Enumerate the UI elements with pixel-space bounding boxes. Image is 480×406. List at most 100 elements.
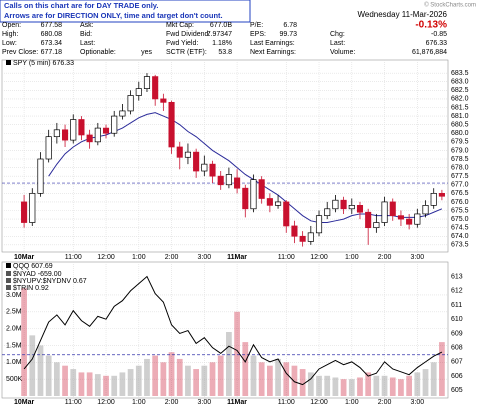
y-tick-label: 681.5 (451, 104, 469, 111)
quote-label: Volume: (330, 49, 355, 56)
candle-body (45, 136, 52, 160)
volume-bar (70, 369, 77, 396)
x-tick-label: 12:00 (97, 254, 115, 261)
candle-body (356, 205, 364, 213)
legend-label: $NYAD -659.00 (13, 271, 62, 278)
x-tick-label: 11Mar (227, 399, 247, 406)
quote-label: Ask: (80, 22, 94, 29)
candle-body (201, 163, 208, 172)
quote-label: Fwd Yield: (166, 40, 198, 47)
volume-bar (381, 375, 388, 396)
volume-bar (111, 375, 118, 396)
volume-bar (266, 365, 273, 396)
y2-tick-label: 609 (451, 330, 463, 337)
y-tick-label: 679.0 (451, 147, 469, 154)
volume-bar (398, 379, 404, 396)
x-tick-label: 1:00 (345, 254, 359, 261)
volume-bar (242, 342, 249, 396)
candle-body (143, 76, 151, 89)
quote-label: Fwd Dividend: (166, 31, 210, 38)
candle-body (225, 174, 232, 186)
volume-bar (340, 379, 347, 396)
volume-bar (324, 375, 331, 396)
quote-value: 99.73 (279, 31, 297, 38)
candle-body (160, 98, 167, 103)
x-tick-label: 2:00 (378, 399, 392, 406)
candle-body (152, 76, 159, 100)
volume-bar (103, 375, 109, 396)
candle-body (315, 215, 323, 234)
x-tick-label: 10Mar (14, 399, 35, 406)
quote-label: Low: (2, 40, 17, 47)
candle-body (29, 192, 36, 223)
volume-bar (119, 372, 126, 396)
change-pct: -0.13% (415, 20, 447, 31)
y2-tick-label: 612 (451, 288, 463, 295)
y-tick-label: 678.5 (451, 156, 469, 163)
candle-body (266, 198, 273, 206)
candle-body (193, 151, 200, 172)
y-tick-label: 679.5 (451, 139, 469, 146)
quote-label: Last: (80, 40, 95, 47)
y-tick-label: 1.0M (6, 359, 22, 366)
volume-bar (406, 375, 413, 396)
candle-body (324, 208, 331, 217)
price-pane (1, 59, 449, 253)
y-tick-label: 683.5 (451, 70, 469, 77)
y-tick-label: 674.5 (451, 225, 469, 232)
volume-bar (37, 345, 44, 396)
quote-value: 680.08 (41, 31, 63, 38)
x-tick-label: 12:00 (310, 254, 328, 261)
volume-bar (94, 374, 101, 396)
legend-label: $TRIN 0.92 (13, 285, 49, 292)
candle-body (438, 192, 445, 197)
legend-swatch (6, 271, 11, 276)
volume-bar (316, 375, 322, 396)
volume-bar (389, 377, 396, 396)
x-tick-label: 3:00 (198, 254, 212, 261)
x-tick-label: 11:00 (278, 399, 295, 406)
quote-value: 673.34 (41, 40, 63, 47)
volume-bar (422, 369, 429, 396)
candle-body (209, 163, 216, 177)
volume-bar (226, 332, 232, 396)
y2-tick-label: 611 (451, 302, 462, 309)
quote-value: yes (141, 49, 152, 56)
quote-label: Next Earnings: (250, 49, 296, 56)
quote-label: High: (2, 31, 18, 38)
candle-body (340, 199, 347, 210)
candle-body (102, 127, 110, 134)
volume-bar (307, 372, 314, 396)
candle-body (217, 175, 224, 186)
volume-bar (217, 355, 224, 396)
quote-label: Last Earnings: (250, 40, 295, 47)
quote-value: 677.18 (41, 49, 63, 56)
candle-body (184, 151, 191, 158)
y-tick-label: 500K (6, 376, 23, 383)
y2-tick-label: 613 (451, 273, 463, 280)
candle-body (299, 235, 306, 242)
y2-tick-label: 608 (451, 344, 463, 351)
x-tick-label: 11Mar (227, 254, 247, 261)
volume-bar (168, 352, 175, 396)
volume-bar (127, 369, 134, 396)
candle-body (332, 199, 339, 210)
volume-bar (135, 365, 142, 396)
candle-body (176, 146, 183, 158)
y-tick-label: 1.5M (6, 342, 22, 349)
volume-bar (193, 369, 200, 396)
candle-body (373, 222, 380, 229)
volume-bar (29, 335, 36, 396)
legend-swatch (6, 285, 11, 290)
candle-body (62, 129, 69, 141)
candle-body (135, 88, 142, 96)
volume-bar (201, 365, 208, 396)
quote-label: Open: (2, 22, 21, 29)
quote-value: 53.8 (218, 49, 232, 56)
y2-tick-label: 607 (451, 359, 463, 366)
quote-label: Prev Close: (2, 49, 38, 56)
volume-bar (357, 377, 363, 396)
quote-label: Bid: (80, 31, 92, 38)
volume-bar (160, 362, 167, 396)
candle-body (111, 115, 118, 134)
